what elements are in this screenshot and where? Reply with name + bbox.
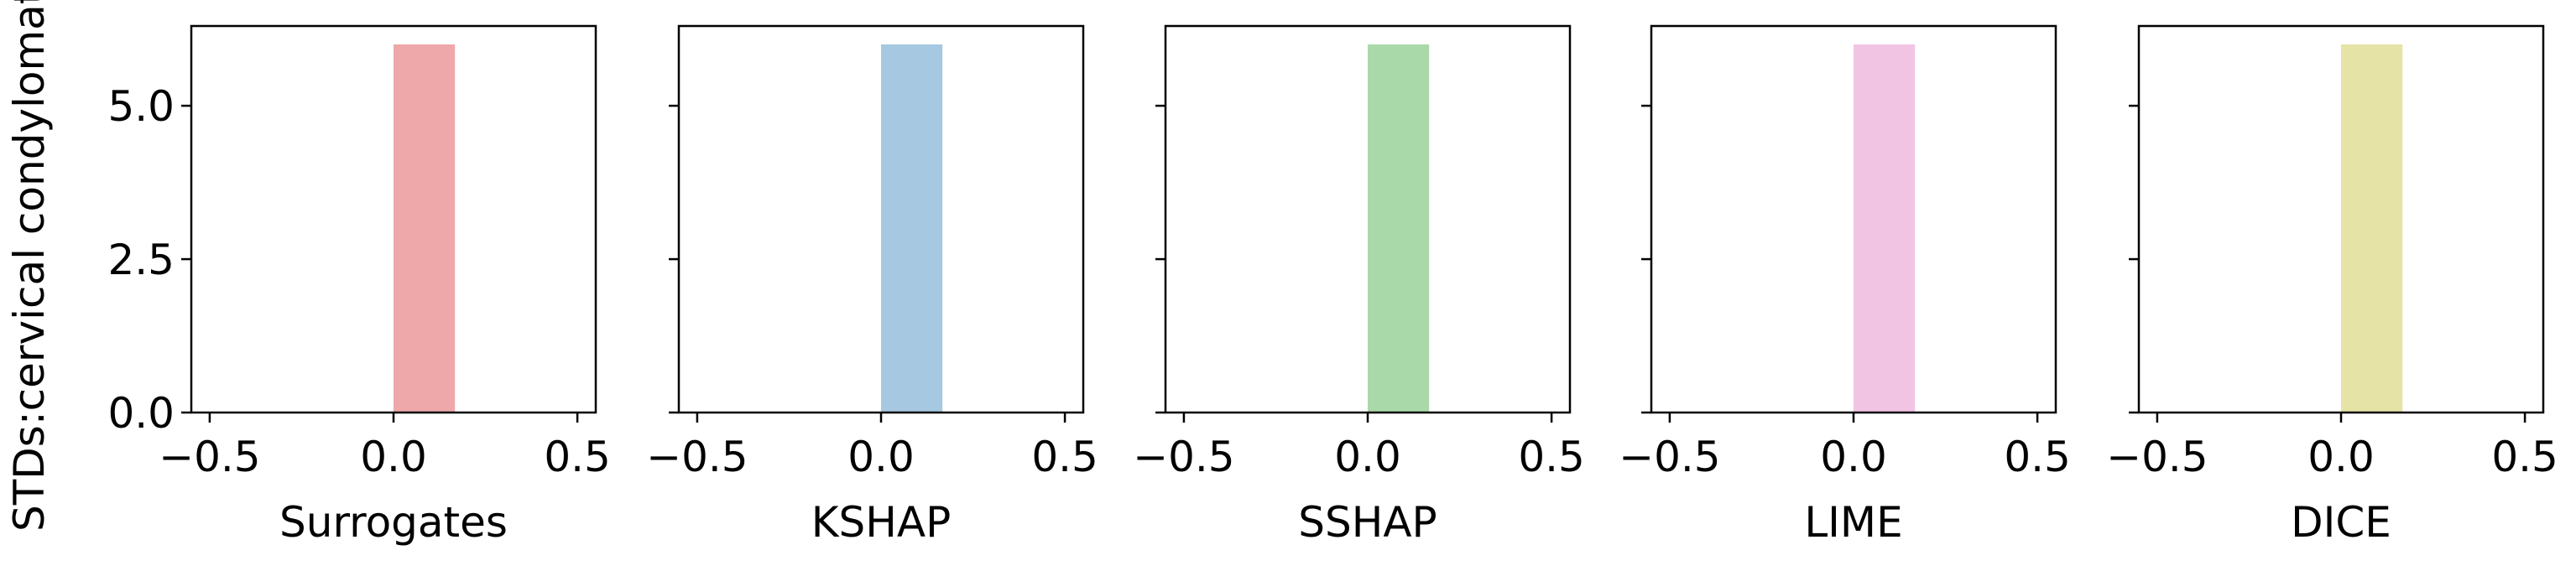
y-tick-label: 2.5 [107,236,175,284]
x-tick-label: −0.5 [1133,433,1234,481]
x-tick-label: 0.0 [2307,433,2375,481]
x-axis-label: KSHAP [811,498,951,547]
x-tick-label: −0.5 [1619,433,1720,481]
x-tick-label: 0.5 [2491,433,2558,481]
x-tick-label: −0.5 [2106,433,2208,481]
x-tick-label: 0.0 [1820,433,1887,481]
x-tick-label: 0.5 [1518,433,1585,481]
x-axis-label: LIME [1804,498,1902,547]
x-tick-label: −0.5 [159,433,260,481]
bar [881,44,943,413]
y-axis-label: STDs:cervical condylomatosis [5,0,54,532]
x-tick-label: −0.5 [646,433,748,481]
x-axis-label: SSHAP [1298,498,1437,547]
x-tick-label: 0.0 [360,433,427,481]
x-tick-label: 0.5 [544,433,611,481]
x-tick-label: 0.0 [847,433,915,481]
bar [2341,44,2403,413]
bar [1854,44,1916,413]
bar [394,44,456,413]
x-tick-label: 0.0 [1334,433,1401,481]
x-axis-label: Surrogates [279,498,508,547]
x-tick-label: 0.5 [2004,433,2071,481]
x-axis-label: DICE [2291,498,2391,547]
y-tick-label: 5.0 [107,82,175,131]
x-tick-label: 0.5 [1031,433,1098,481]
y-tick-label: 0.0 [107,389,175,438]
bar [1368,44,1430,413]
